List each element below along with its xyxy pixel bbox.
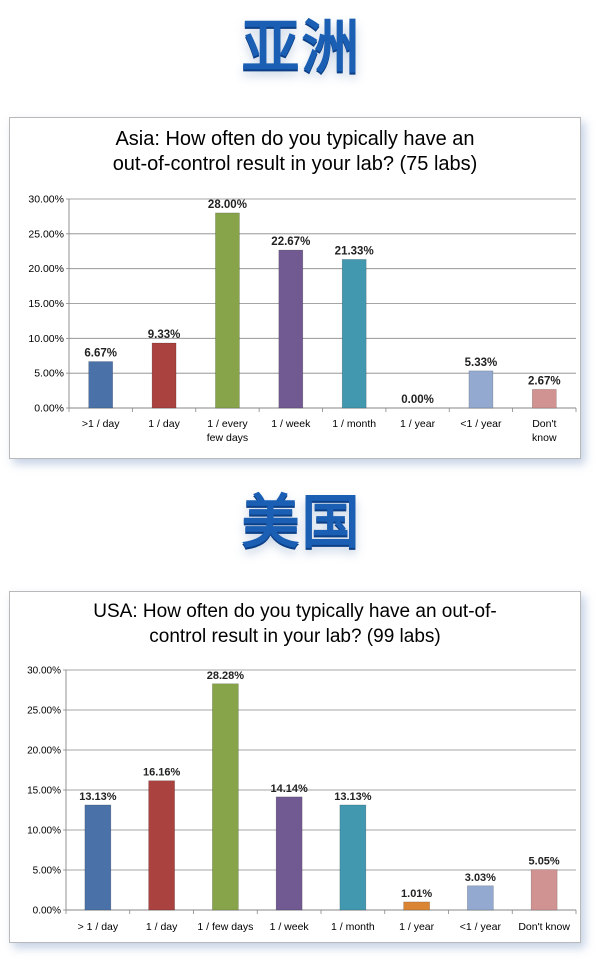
asia-bar [278,249,304,409]
asia-chart-panel: Asia: How often do you typically have an… [9,117,581,459]
usa-bar [339,804,367,911]
usa-category-label: Don't know [518,921,570,933]
usa-bar [530,869,558,911]
usa-data-label: 14.14% [270,783,308,795]
asia-y-tick-label: 10.00% [28,333,64,345]
asia-category-label: know [532,432,557,444]
usa-data-label: 28.28% [207,670,245,682]
asia-y-tick-label: 5.00% [34,368,64,380]
usa-bar [403,901,430,911]
usa-bar [467,885,494,911]
usa-category-label: <1 / year [460,921,502,933]
asia-data-label: 21.33% [335,245,374,257]
usa-data-label: 1.01% [401,888,432,900]
usa-bar [148,780,175,911]
asia-bar [215,212,240,409]
asia-chart-title: Asia: How often do you typically have an… [10,127,580,177]
usa-bar-chart: 0.00% 5.00% 10.00% 15.00% 20.00% 25.00% 30.00%… [27,666,577,933]
asia-category-label: 1 / year [400,418,436,430]
asia-y-tick-label: 30.00% [28,194,64,206]
asia-y-tick-label: 25.00% [28,228,64,240]
usa-data-label: 13.13% [334,791,372,803]
usa-y-tick-label: 0.00% [33,906,61,917]
asia-data-label: 28.00% [208,199,247,211]
asia-category-label: few days [207,432,248,444]
asia-bar [532,389,557,409]
asia-data-label: 2.67% [528,375,561,387]
asia-category-label: 1 / day [148,418,180,430]
usa-y-tick-label: 20.00% [27,746,61,757]
asia-category-label: 1 / every [207,418,248,430]
usa-data-label: 16.16% [143,767,181,779]
usa-category-label: 1 / day [146,921,178,933]
asia-data-label: 6.67% [84,348,117,360]
usa-category-label: > 1 / day [78,921,119,933]
usa-bar [275,796,303,911]
usa-category-label: 1 / few days [197,921,253,933]
asia-data-label: 22.67% [271,236,310,248]
usa-y-tick-label: 30.00% [27,666,61,677]
asia-bar [151,342,177,409]
asia-category-label: >1 / day [82,418,120,430]
asia-category-label: Don't [532,418,556,430]
usa-y-tick-label: 5.00% [33,866,61,877]
asia-y-tick-label: 0.00% [34,403,64,415]
usa-category-label: 1 / year [399,921,435,933]
usa-data-label: 13.13% [79,791,117,803]
asia-region-title: 亚洲 [241,13,362,81]
asia-chart-title-line-2: out-of-control result in your lab? (75 l… [112,153,478,175]
usa-y-tick-label: 15.00% [27,786,61,797]
asia-category-label: 1 / month [332,418,376,430]
usa-y-tick-label: 10.00% [27,826,61,837]
usa-bar [84,804,112,911]
usa-chart-title-line-1: USA: How often do you typically have an … [93,601,497,622]
usa-y-tick-label: 25.00% [27,706,61,717]
usa-bar [212,683,239,911]
asia-category-label: 1 / week [271,418,311,430]
asia-data-label: 9.33% [148,329,181,341]
asia-chart-title-line-1: Asia: How often do you typically have an [115,128,475,150]
usa-category-label: 1 / month [331,921,375,933]
asia-bar [88,361,113,409]
usa-region-title: 美国 [241,488,362,556]
asia-y-tick-label: 20.00% [28,263,64,275]
asia-bar [341,259,367,409]
usa-data-label: 5.05% [529,856,560,868]
asia-category-label: <1 / year [460,418,502,430]
usa-data-label: 3.03% [465,872,496,884]
usa-chart-title-line-2: control result in your lab? (99 labs) [149,626,441,647]
asia-data-label: 0.00% [401,394,434,406]
usa-category-label: 1 / week [270,921,310,933]
asia-bar-chart: 0.00% 5.00% 10.00% 15.00% 20.00% 25.00% 30.00%… [28,194,577,444]
asia-data-label: 5.33% [465,357,498,369]
asia-bar [468,370,494,409]
usa-chart-title: USA: How often do you typically have an … [10,599,580,649]
usa-chart-panel: USA: How often do you typically have an … [9,591,581,943]
asia-y-tick-label: 15.00% [28,298,64,310]
